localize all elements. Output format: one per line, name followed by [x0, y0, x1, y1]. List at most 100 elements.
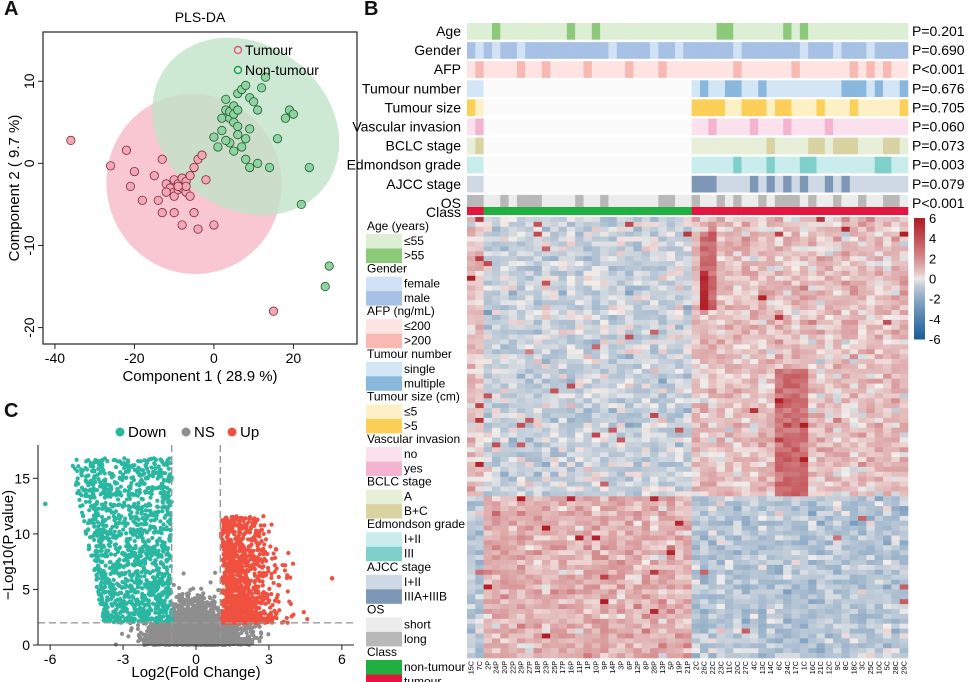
down-point [85, 528, 91, 533]
down-point [117, 490, 122, 495]
point-non [233, 121, 243, 132]
down-point [147, 457, 152, 462]
down-point [92, 495, 97, 500]
down-point [166, 494, 171, 499]
down-point [106, 515, 111, 520]
down-point [75, 468, 80, 474]
up-point [256, 576, 261, 581]
ns-point [165, 640, 170, 645]
down-point [167, 456, 172, 461]
up-point [267, 598, 272, 603]
ns-point [186, 595, 191, 600]
down-point [149, 510, 154, 515]
ns-point [223, 629, 228, 634]
down-point [126, 547, 131, 553]
down-point [95, 566, 100, 572]
down-point [126, 595, 132, 600]
y-tick-label: 10 [21, 73, 37, 89]
x-tick-label: 0 [210, 350, 218, 366]
down-point [107, 614, 113, 619]
down-point [167, 474, 172, 479]
down-point [88, 478, 93, 483]
down-point [124, 617, 130, 622]
up-point [269, 575, 274, 580]
down-point [154, 579, 159, 584]
up-point [234, 523, 239, 528]
down-point [103, 563, 108, 568]
down-point [143, 512, 148, 517]
ns-point [258, 635, 264, 640]
down-point [146, 485, 152, 491]
y-axis-label: Component 2 ( 9.7 %) [6, 115, 23, 262]
down-point [150, 535, 155, 541]
down-point [86, 494, 91, 499]
down-point [122, 456, 127, 461]
down-point [162, 489, 167, 495]
up-point [245, 537, 251, 542]
up-point [225, 542, 230, 547]
down-point [113, 465, 119, 470]
point-non [260, 72, 271, 82]
down-point [152, 518, 157, 523]
down-point [135, 568, 140, 574]
down-point [110, 524, 115, 530]
point-non [280, 113, 291, 123]
point-non [221, 94, 231, 104]
ns-point [149, 622, 155, 628]
down-point [130, 572, 136, 578]
down-point [128, 600, 133, 605]
down-point [113, 509, 119, 514]
ns-point [151, 636, 157, 642]
down-point [132, 580, 137, 585]
ns-point [191, 628, 197, 633]
down-point [143, 463, 148, 468]
down-point [138, 473, 143, 478]
up-point [247, 516, 252, 521]
up-point [243, 571, 248, 577]
down-point [117, 476, 122, 481]
down-point [138, 459, 143, 464]
down-point [90, 461, 95, 466]
down-point [135, 522, 140, 528]
down-point [162, 598, 167, 603]
ns-point [194, 640, 199, 645]
panel-label-c: C [4, 400, 19, 422]
up-point [276, 599, 281, 604]
down-point [147, 611, 152, 616]
down-point [105, 595, 110, 600]
point-non [272, 134, 283, 144]
ns-point [236, 627, 241, 632]
ns-point [200, 611, 205, 616]
down-point [136, 500, 141, 506]
confidence-ellipse-non [152, 37, 340, 216]
down-point [113, 611, 119, 616]
down-point [130, 463, 135, 468]
down-point [107, 544, 113, 549]
ns-point [191, 611, 196, 616]
ns-point [199, 586, 204, 591]
legend-label-non-tumour: Non-tumour [245, 62, 319, 78]
down-point [157, 613, 162, 618]
legend-marker-tumour [233, 45, 243, 55]
down-point [93, 549, 98, 554]
point-tumour [193, 224, 203, 234]
down-point [103, 589, 109, 595]
down-point [166, 490, 171, 495]
down-point [134, 515, 139, 520]
ns-point [173, 633, 179, 639]
ns-point [166, 629, 171, 634]
ns-point [212, 599, 217, 605]
down-point [121, 609, 126, 614]
point-non [249, 97, 259, 107]
down-point [120, 584, 125, 590]
down-point [88, 520, 94, 525]
down-point [160, 602, 165, 607]
down-point [124, 475, 129, 481]
point-non [213, 142, 223, 152]
down-point [148, 583, 154, 588]
down-point [109, 487, 114, 492]
point-non [229, 146, 239, 156]
down-point [106, 538, 111, 543]
y-tick-label: -20 [21, 317, 37, 337]
